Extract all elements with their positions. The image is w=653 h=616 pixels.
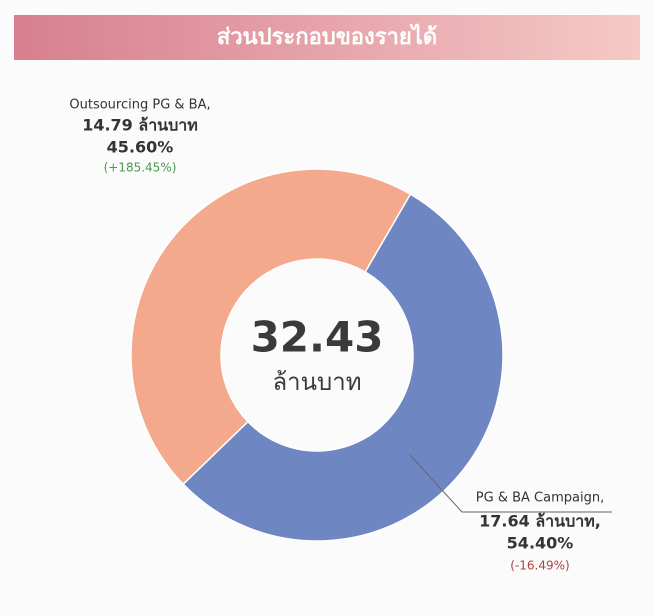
slice [182,193,504,542]
center-value: 32.43 [251,313,384,362]
change-label: (-16.49%) [510,559,569,573]
category-label: PG & BA Campaign, [476,491,604,506]
donut [130,168,504,542]
header-bar [14,15,640,60]
category-label: Outsourcing PG & BA, [69,98,210,113]
change-label: (+185.45%) [104,161,177,175]
slice [130,168,412,486]
value-label: 54.40% [507,534,574,553]
amount-label: 17.64 ล้านบาท, [479,512,601,531]
value-label: 45.60% [107,138,174,157]
header-title: ส่วนประกอบของรายได้ [217,23,437,50]
leader-line [409,454,612,513]
amount-label: 14.79 ล้านบาท [82,116,198,135]
center-unit: ล้านบาท [272,368,361,396]
